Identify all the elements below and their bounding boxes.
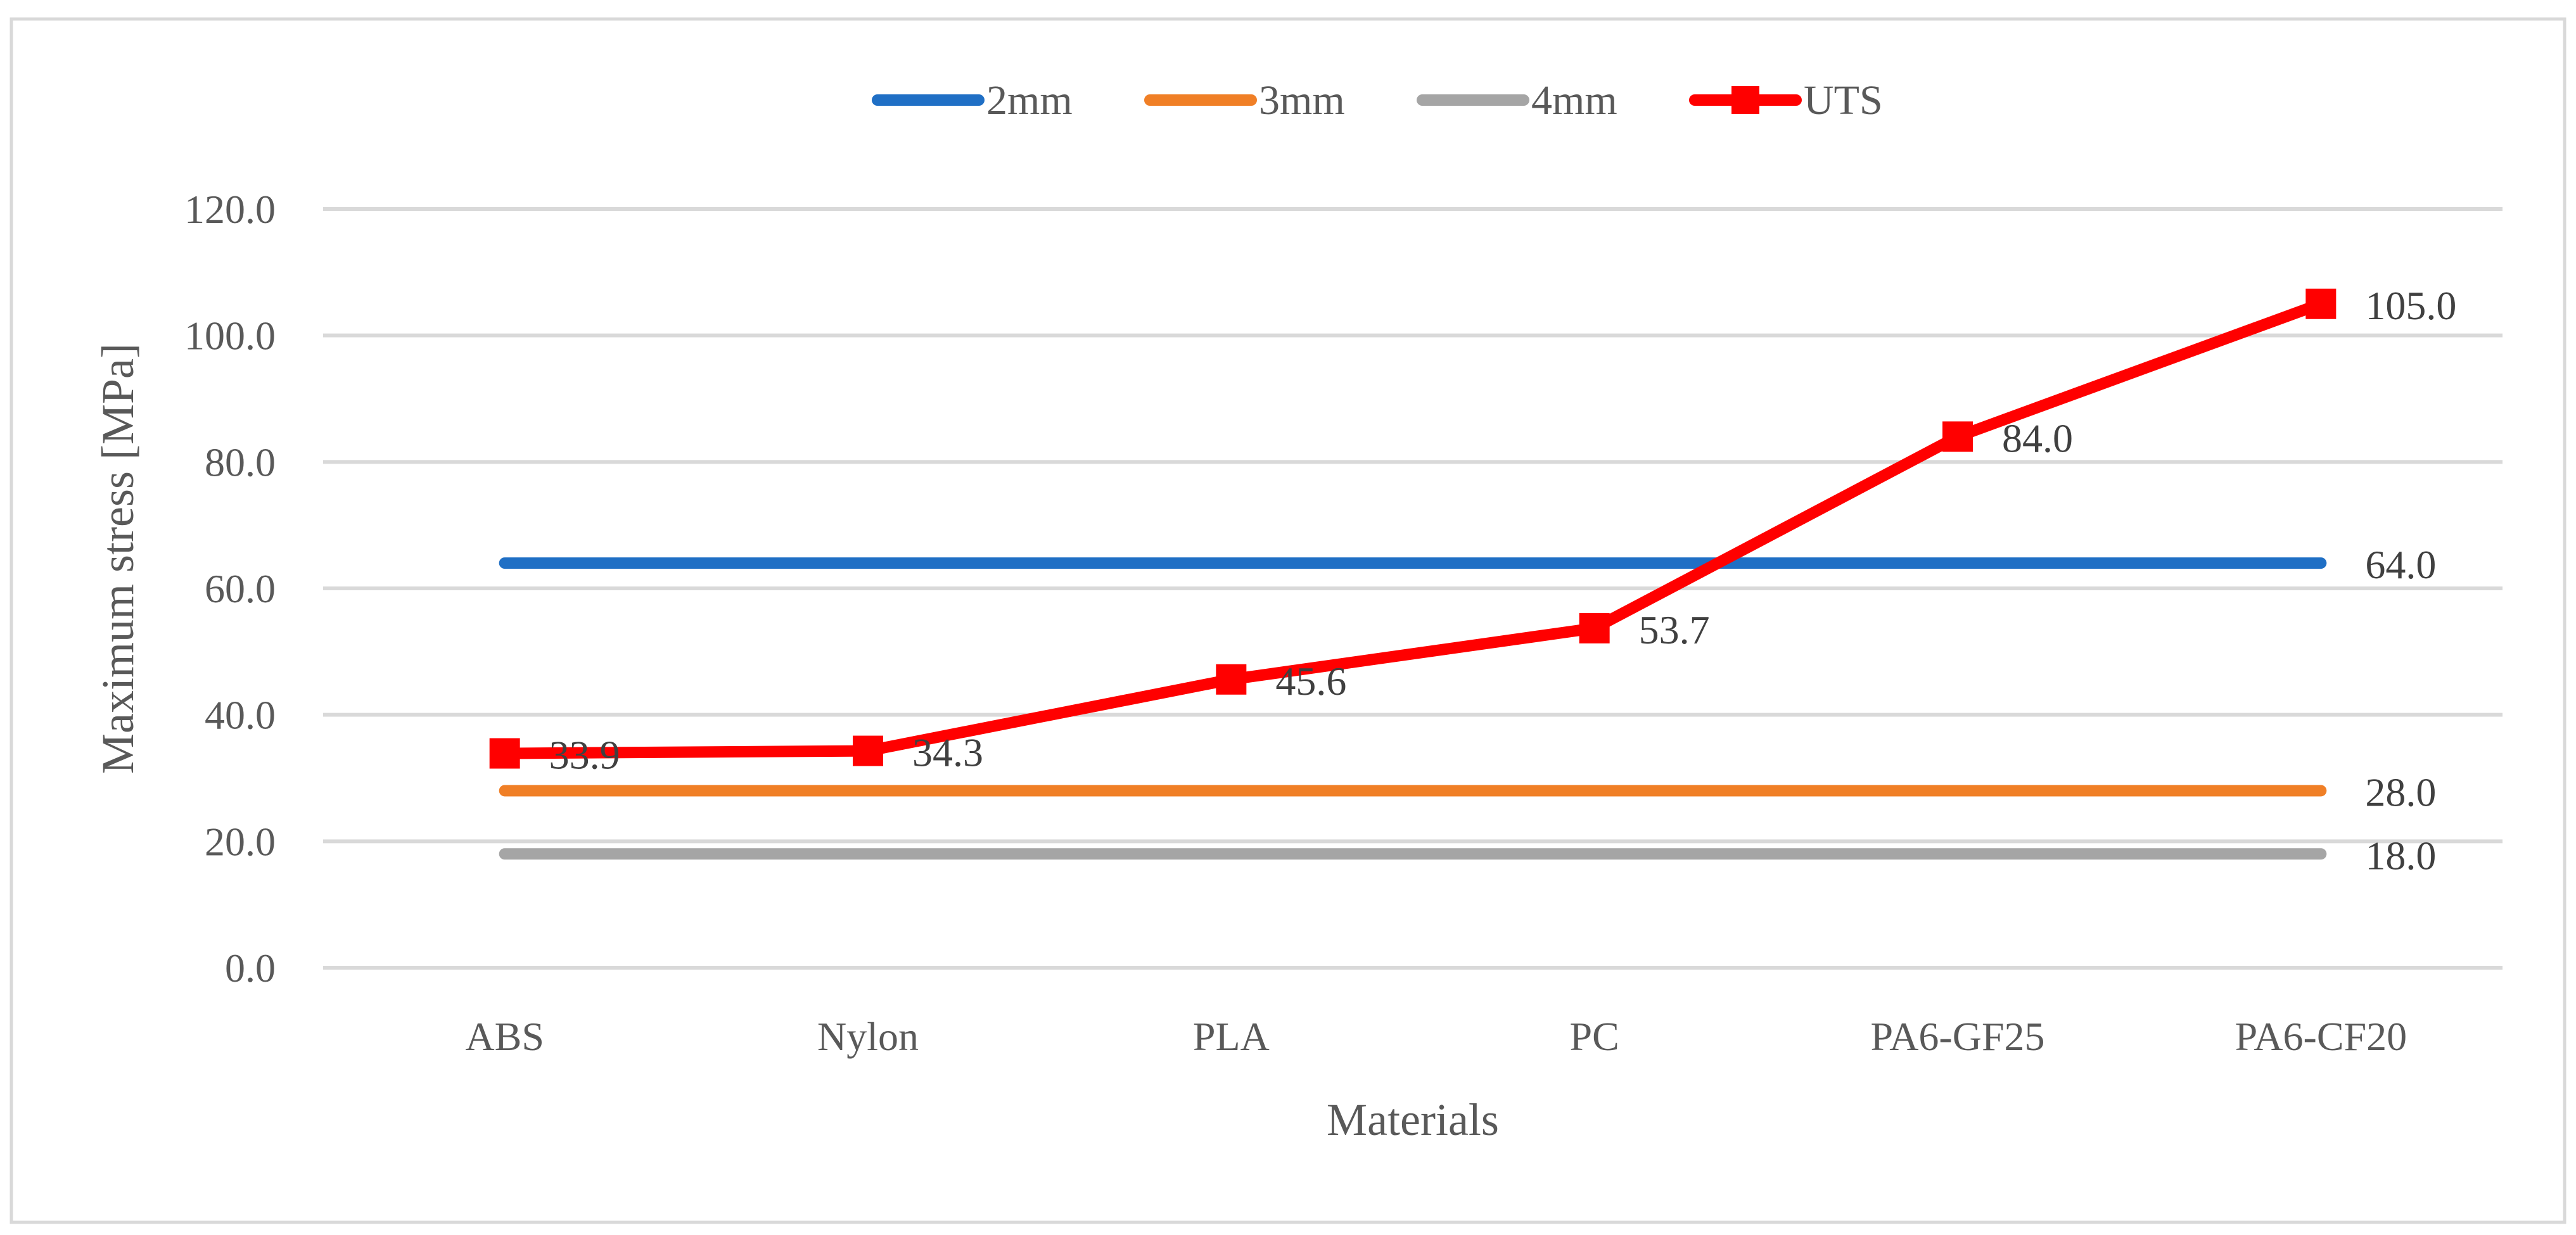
data-label: 64.0 (2365, 542, 2436, 587)
y-tick-label: 120.0 (184, 187, 276, 232)
legend-entry: 4mm (1417, 77, 1617, 124)
x-tick-label: Nylon (817, 1014, 919, 1059)
data-label: 33.9 (549, 733, 620, 778)
data-point-marker (853, 735, 883, 766)
data-point-marker (489, 738, 520, 769)
data-labels: 64.0 28.0 18.0 33.9 34.3 45.6 53.7 84.0 105.0 (549, 283, 2457, 878)
x-tick-label: PA6-GF25 (1870, 1014, 2044, 1059)
data-label: 45.6 (1275, 659, 1346, 704)
data-label: 105.0 (2365, 283, 2456, 328)
data-label: 84.0 (2002, 415, 2073, 460)
x-tick-label: PLA (1193, 1014, 1270, 1059)
y-tick-label: 80.0 (205, 440, 276, 484)
legend-marker (1731, 86, 1759, 114)
y-axis-title: Maximum stress [MPa] (92, 343, 143, 774)
legend-label: 2mm (986, 77, 1073, 124)
legend-entry: UTS (1689, 77, 1883, 124)
legend: 2mm 3mm 4mm UTS (872, 77, 1883, 124)
legend-entry: 2mm (872, 77, 1073, 124)
legend-entry: 3mm (1144, 77, 1345, 124)
data-point-marker (1216, 664, 1247, 695)
y-tick-label: 60.0 (205, 566, 276, 611)
data-label: 34.3 (912, 730, 983, 775)
x-axis-ticks: ABS Nylon PLA PC PA6-GF25 PA6-CF20 (465, 1014, 2407, 1059)
data-label: 18.0 (2365, 833, 2436, 878)
chart-border (10, 17, 2566, 1224)
legend-label: 4mm (1531, 77, 1617, 124)
x-axis-title: Materials (1327, 1094, 1499, 1145)
x-tick-label: PA6-CF20 (2235, 1014, 2407, 1059)
x-tick-label: PC (1570, 1014, 1619, 1059)
x-tick-label: ABS (465, 1014, 544, 1059)
y-axis-ticks: 0.0 20.0 40.0 60.0 80.0 100.0 120.0 (184, 187, 276, 991)
legend-label: UTS (1804, 77, 1883, 124)
data-point-marker (1579, 612, 1610, 643)
series-line-uts (499, 298, 2327, 759)
data-label: 28.0 (2365, 770, 2436, 814)
series-lines (489, 288, 2337, 860)
data-label: 53.7 (1639, 607, 1710, 652)
legend-label: 3mm (1259, 77, 1345, 124)
y-tick-label: 100.0 (184, 314, 276, 358)
data-point-marker (2305, 288, 2337, 319)
y-tick-label: 0.0 (225, 946, 276, 991)
gridlines (323, 207, 2503, 970)
y-tick-label: 20.0 (205, 819, 276, 864)
y-tick-label: 40.0 (205, 693, 276, 738)
data-point-marker (1942, 421, 1973, 452)
